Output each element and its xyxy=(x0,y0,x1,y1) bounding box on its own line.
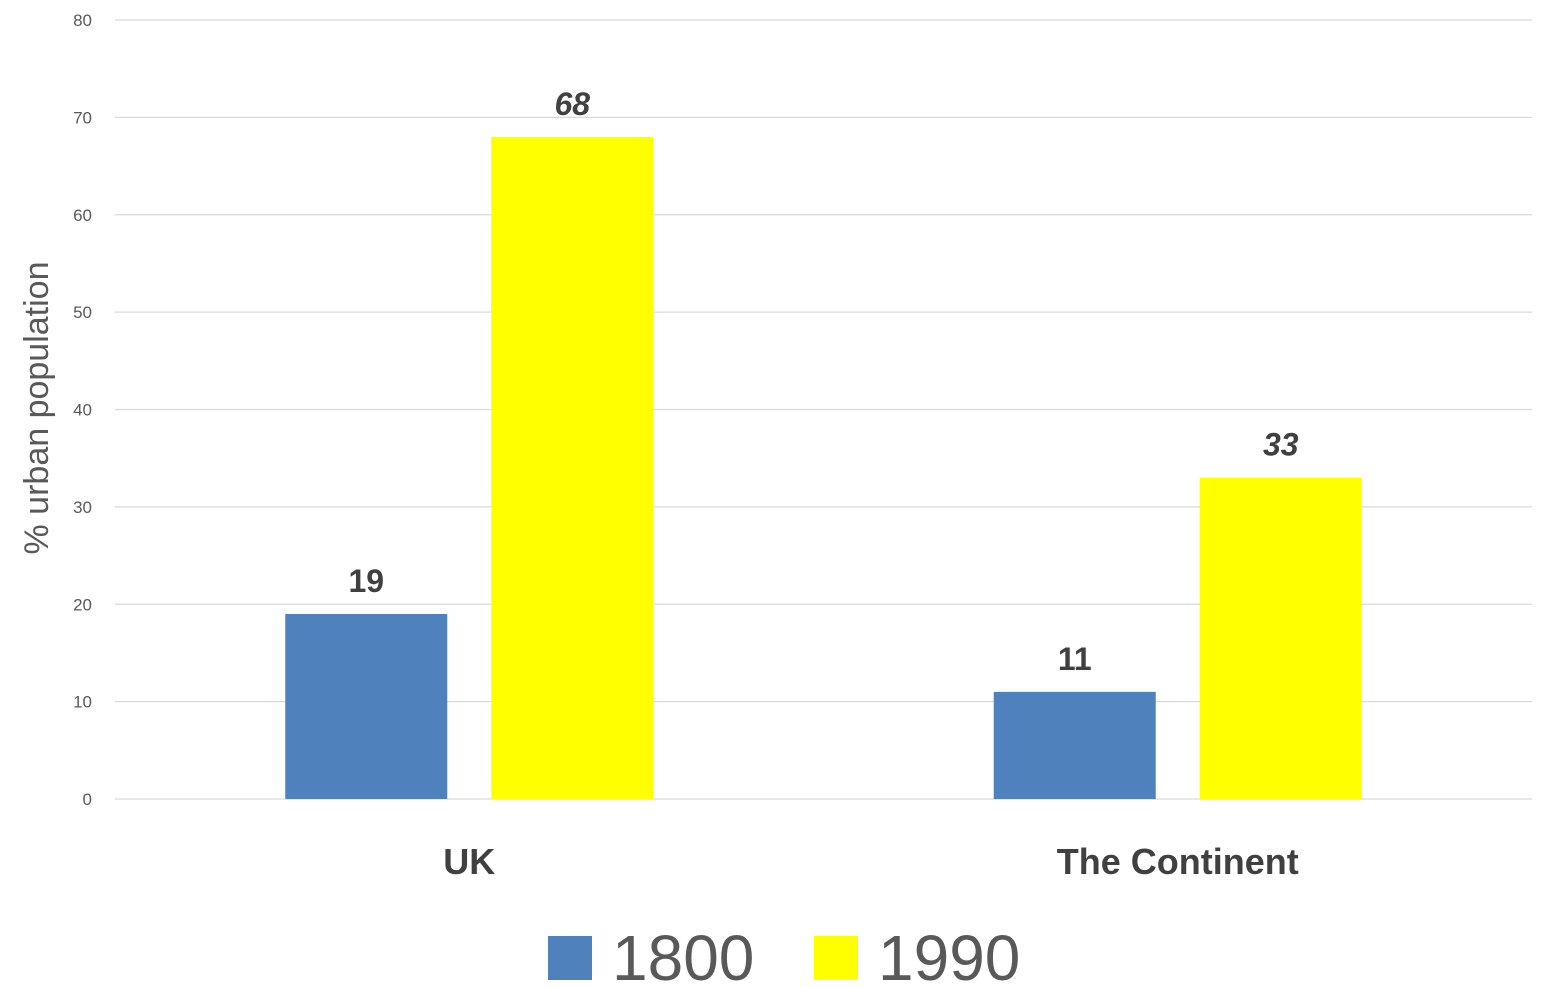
legend-swatch-1800 xyxy=(548,936,592,980)
data-label-1990-1: 33 xyxy=(1263,427,1299,463)
y-tick-label: 50 xyxy=(73,303,92,322)
category-labels: UK The Continent xyxy=(443,841,1298,882)
bar-1800-0 xyxy=(285,613,448,799)
bar-1800-1 xyxy=(993,691,1156,799)
legend-label-1990: 1990 xyxy=(878,922,1020,987)
category-label: The Continent xyxy=(1057,841,1299,882)
y-tick-label: 70 xyxy=(73,108,92,127)
data-label-1800-1: 11 xyxy=(1058,641,1092,677)
legend-label-1800: 1800 xyxy=(612,922,754,987)
data-label-1990-0: 68 xyxy=(554,86,590,122)
y-tick-label: 30 xyxy=(73,498,92,517)
y-tick-label: 40 xyxy=(73,401,92,420)
y-tick-label: 80 xyxy=(73,11,92,30)
bars xyxy=(285,136,1362,800)
data-labels: 19 68 11 33 xyxy=(348,86,1298,677)
bar-1990-1 xyxy=(1199,477,1362,799)
legend-swatch-1990 xyxy=(814,936,858,980)
legend: 1800 1990 xyxy=(548,922,1020,987)
y-tick-label: 0 xyxy=(83,790,92,809)
y-tick-label: 60 xyxy=(73,206,92,225)
data-label-1800-0: 19 xyxy=(348,563,384,599)
y-axis-title: % urban population xyxy=(18,261,56,554)
category-label: UK xyxy=(443,841,495,882)
y-tick-labels: 0 10 20 30 40 50 60 70 80 xyxy=(73,11,92,809)
bar-1990-0 xyxy=(491,136,654,800)
y-tick-label: 20 xyxy=(73,595,92,614)
y-tick-label: 10 xyxy=(73,693,92,712)
